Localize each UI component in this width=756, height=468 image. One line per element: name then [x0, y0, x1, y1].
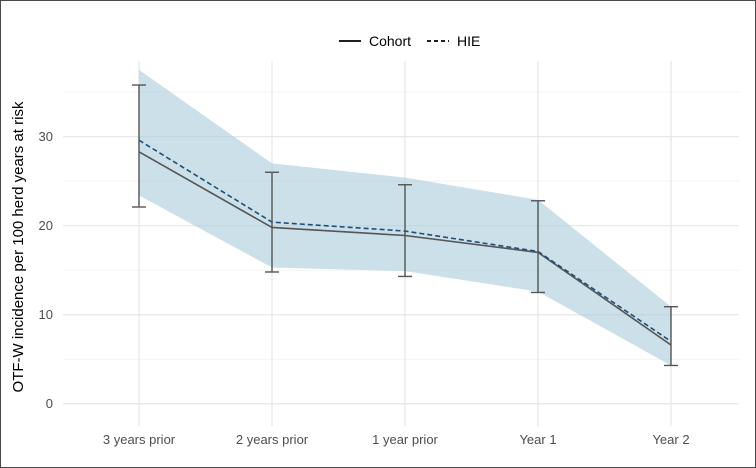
y-tick-label: 30	[39, 129, 53, 144]
y-axis-label: OTF-W incidence per 100 herd years at ri…	[10, 101, 27, 392]
x-axis-ticks: 3 years prior 2 years prior 1 year prior Ye…	[103, 432, 690, 447]
y-tick-label: 20	[39, 218, 53, 233]
legend: Cohort HIE	[339, 33, 480, 49]
legend-label-hie: HIE	[457, 33, 480, 49]
legend-label-cohort: Cohort	[369, 33, 411, 49]
y-tick-label: 10	[39, 307, 53, 322]
error-bars	[132, 84, 678, 367]
x-tick-label: Year 1	[519, 432, 556, 447]
x-tick-label: 1 year prior	[372, 432, 438, 447]
y-axis-ticks: 0 10 20 30	[39, 129, 53, 411]
x-tick-label: 3 years prior	[103, 432, 176, 447]
x-tick-label: 2 years prior	[236, 432, 309, 447]
y-tick-label: 0	[46, 396, 53, 411]
x-tick-label: Year 2	[652, 432, 689, 447]
